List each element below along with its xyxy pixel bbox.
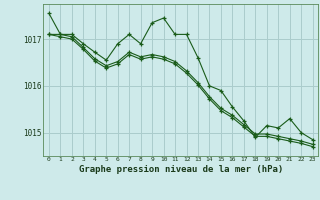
X-axis label: Graphe pression niveau de la mer (hPa): Graphe pression niveau de la mer (hPa) [79, 165, 283, 174]
